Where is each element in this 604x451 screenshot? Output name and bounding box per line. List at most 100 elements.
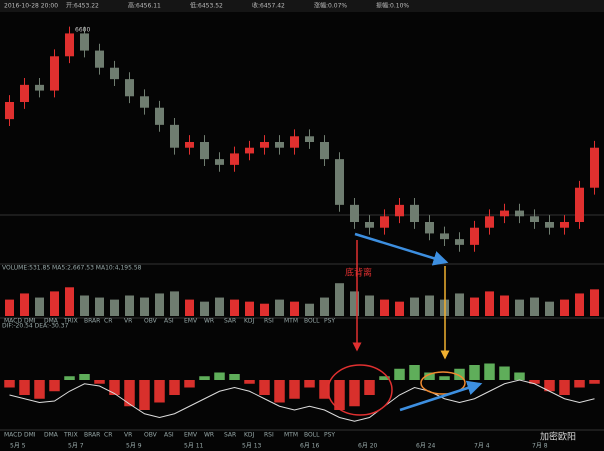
- volume-bar: [125, 295, 134, 316]
- macd-bar: [199, 376, 210, 380]
- volume-bar: [260, 303, 269, 316]
- indicator-tab: DMA: [44, 432, 59, 439]
- indicator-tab: EMV: [184, 432, 198, 439]
- x-axis-label: 7月 4: [474, 443, 490, 450]
- volume-bar: [50, 291, 59, 316]
- indicator-tab: EMV: [184, 318, 198, 325]
- indicator-tab: OBV: [144, 318, 158, 325]
- candle-body: [35, 84, 44, 91]
- red-ellipse: [327, 364, 393, 416]
- indicator-tab: CR: [104, 432, 112, 439]
- indicator-tab: MTM: [284, 432, 298, 439]
- volume-bar: [455, 293, 464, 316]
- indicator-tab: TRIX: [63, 318, 78, 325]
- candle-body: [320, 142, 329, 160]
- macd-bar: [589, 380, 600, 384]
- volume-bar: [140, 297, 149, 316]
- header-text: 高:6456.11: [128, 2, 161, 10]
- macd-bar: [124, 380, 135, 407]
- volume-bar: [350, 291, 359, 316]
- volume-bar: [530, 297, 539, 316]
- x-axis-label: 6月 20: [358, 443, 378, 450]
- volume-bar: [95, 297, 104, 316]
- indicator-tab: VR: [124, 318, 132, 325]
- volume-bar: [80, 295, 89, 316]
- volume-bar: [590, 289, 599, 316]
- candle-body: [335, 159, 344, 205]
- macd-bar: [214, 372, 225, 380]
- macd-bar: [34, 380, 45, 399]
- candle-body: [245, 147, 254, 154]
- macd-bar: [64, 376, 75, 380]
- volume-bar: [305, 303, 314, 316]
- indicator-tab: MACD: [4, 432, 22, 439]
- macd-bar: [49, 380, 60, 392]
- orange-ellipse: [420, 371, 466, 395]
- x-axis-label: 6月 24: [416, 443, 436, 450]
- header-text: 振幅:0.10%: [376, 2, 409, 10]
- x-axis-label: 5月 7: [68, 443, 84, 450]
- volume-bar: [470, 297, 479, 316]
- dif-line: [9, 379, 595, 422]
- header-text: 涨幅:0.07%: [314, 2, 347, 10]
- volume-bar: [245, 301, 254, 316]
- candle-body: [440, 233, 449, 240]
- macd-bar: [544, 380, 555, 392]
- indicator-tab: ASI: [164, 318, 174, 325]
- watermark: 加密欧阳: [540, 431, 576, 443]
- candle-body: [50, 56, 59, 91]
- volume-bar: [185, 299, 194, 316]
- header-text: 低:6453.52: [190, 2, 223, 10]
- macd-bar: [169, 380, 180, 395]
- candle-body: [140, 96, 149, 108]
- macd-label: DIF:-20.54 DEA:-30.37: [2, 323, 69, 330]
- indicator-tab: PSY: [324, 318, 335, 325]
- volume-bar: [515, 299, 524, 316]
- candle-body: [365, 222, 374, 228]
- volume-bar: [545, 301, 554, 316]
- macd-bar: [19, 380, 30, 395]
- candle-body: [215, 159, 224, 165]
- indicator-tab: BOLL: [304, 432, 320, 439]
- candle-body: [200, 142, 209, 160]
- volume-bar: [35, 297, 44, 316]
- indicator-tab: BRAR: [84, 432, 100, 439]
- macd-bar: [499, 366, 510, 380]
- macd-bar: [304, 380, 315, 388]
- candle-body: [185, 142, 194, 148]
- indicator-tab: DMI: [24, 318, 36, 325]
- volume-bar: [380, 299, 389, 316]
- indicator-tab: SAR: [224, 318, 236, 325]
- volume-bar: [410, 297, 419, 316]
- x-axis-label: 6月 16: [300, 443, 320, 450]
- candle-body: [485, 216, 494, 228]
- macd-bar: [484, 363, 495, 380]
- candle-body: [65, 33, 74, 57]
- candle-body: [560, 222, 569, 228]
- macd-bar: [139, 380, 150, 410]
- macd-bar: [319, 380, 330, 399]
- candle-body: [260, 142, 269, 148]
- header-bar: [0, 0, 604, 12]
- volume-bar: [500, 295, 509, 316]
- macd-bar: [514, 372, 525, 380]
- x-axis-label: 7月 8: [532, 443, 548, 450]
- macd-bar: [454, 368, 465, 380]
- candle-body: [530, 216, 539, 222]
- macd-bar: [409, 365, 420, 380]
- macd-bar: [154, 380, 165, 403]
- volume-bar: [365, 295, 374, 316]
- volume-bar: [425, 295, 434, 316]
- volume-bar: [560, 299, 569, 316]
- candle-body: [395, 204, 404, 217]
- candle-body: [95, 50, 104, 68]
- candle-body: [500, 210, 509, 217]
- macd-bar: [334, 380, 345, 410]
- macd-bar: [379, 376, 390, 380]
- header-text: 开:6453.22: [66, 3, 99, 10]
- candle-body: [515, 210, 524, 217]
- volume-bar: [65, 287, 74, 316]
- candle-body: [380, 216, 389, 228]
- macd-bar: [4, 380, 15, 388]
- indicator-tab: CR: [104, 318, 112, 325]
